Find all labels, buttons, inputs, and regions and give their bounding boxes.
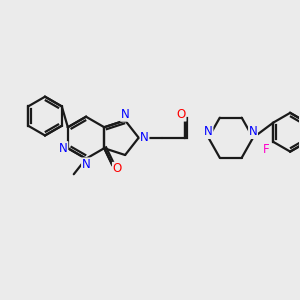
Text: N: N xyxy=(59,142,68,155)
Text: N: N xyxy=(249,125,257,138)
Text: O: O xyxy=(177,108,186,121)
Text: N: N xyxy=(204,125,213,138)
Text: N: N xyxy=(121,108,130,121)
Text: N: N xyxy=(82,158,90,171)
Text: N: N xyxy=(140,131,149,144)
Text: F: F xyxy=(263,142,270,155)
Text: O: O xyxy=(112,162,122,176)
